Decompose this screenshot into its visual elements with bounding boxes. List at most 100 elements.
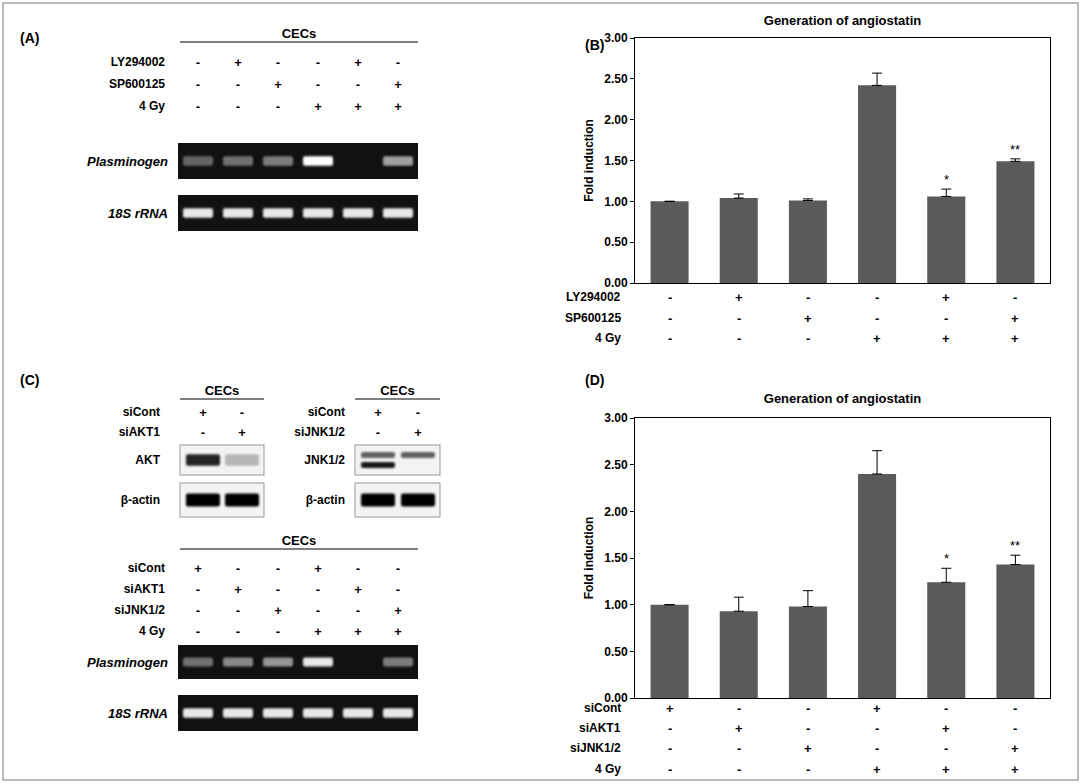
svg-text:-: - — [737, 701, 741, 716]
svg-text:-: - — [236, 624, 240, 639]
svg-text:+: + — [274, 603, 282, 618]
svg-text:+: + — [942, 331, 950, 345]
svg-text:-: - — [276, 561, 280, 576]
svg-text:siAKT1: siAKT1 — [579, 721, 621, 735]
svg-text:-: - — [196, 99, 200, 114]
svg-text:4 Gy: 4 Gy — [595, 331, 621, 345]
svg-text:+: + — [354, 55, 362, 70]
svg-text:-: - — [875, 721, 879, 736]
svg-text:0.50: 0.50 — [604, 645, 628, 659]
svg-text:2.50: 2.50 — [604, 458, 628, 472]
svg-text:-: - — [196, 624, 200, 639]
svg-text:+: + — [804, 741, 812, 756]
svg-text:-: - — [240, 405, 244, 420]
svg-text:+: + — [354, 99, 362, 114]
svg-text:-: - — [1013, 701, 1017, 716]
svg-text:+: + — [394, 603, 402, 618]
svg-text:+: + — [735, 290, 743, 305]
svg-text:CECs: CECs — [380, 383, 415, 398]
svg-text:Plasminogen: Plasminogen — [87, 154, 168, 169]
svg-text:-: - — [944, 741, 948, 756]
svg-text:+: + — [873, 331, 881, 345]
svg-text:+: + — [374, 405, 382, 420]
svg-text:-: - — [806, 762, 810, 777]
svg-text:-: - — [196, 77, 200, 92]
svg-text:(A): (A) — [20, 30, 39, 46]
svg-text:(C): (C) — [20, 372, 39, 388]
svg-text:-: - — [737, 762, 741, 777]
svg-text:+: + — [804, 311, 812, 326]
svg-text:-: - — [356, 603, 360, 618]
svg-text:-: - — [396, 582, 400, 597]
svg-text:siAKT1: siAKT1 — [124, 582, 166, 596]
svg-text:AKT: AKT — [135, 453, 160, 467]
svg-text:-: - — [396, 55, 400, 70]
svg-text:18S rRNA: 18S rRNA — [108, 206, 168, 221]
svg-text:siJNK1/2: siJNK1/2 — [114, 603, 165, 617]
svg-text:+: + — [234, 582, 242, 597]
svg-text:CECs: CECs — [282, 533, 317, 548]
svg-text:0.00: 0.00 — [604, 691, 628, 705]
svg-text:**: ** — [1010, 142, 1020, 157]
svg-text:2.00: 2.00 — [604, 113, 628, 127]
svg-text:-: - — [668, 721, 672, 736]
svg-text:+: + — [666, 701, 674, 716]
svg-text:+: + — [314, 99, 322, 114]
svg-text:-: - — [356, 561, 360, 576]
svg-text:siJNK1/2: siJNK1/2 — [570, 741, 621, 755]
svg-text:+: + — [274, 77, 282, 92]
svg-text:*: * — [944, 551, 949, 566]
svg-text:-: - — [668, 762, 672, 777]
svg-text:1.00: 1.00 — [604, 598, 628, 612]
svg-text:Generation of angiostatin: Generation of angiostatin — [764, 13, 922, 28]
svg-text:-: - — [316, 55, 320, 70]
svg-text:-: - — [668, 331, 672, 345]
svg-text:-: - — [1013, 290, 1017, 305]
svg-text:-: - — [236, 603, 240, 618]
svg-text:Generation of angiostatin: Generation of angiostatin — [764, 391, 922, 406]
svg-text:(D): (D) — [585, 372, 604, 388]
svg-text:1.50: 1.50 — [604, 154, 628, 168]
svg-text:SP600125: SP600125 — [109, 77, 165, 91]
svg-text:-: - — [396, 561, 400, 576]
svg-text:+: + — [942, 721, 950, 736]
svg-text:LY294002: LY294002 — [111, 55, 166, 69]
svg-text:(B): (B) — [585, 37, 604, 53]
svg-text:siCont: siCont — [128, 561, 165, 575]
svg-text:1.00: 1.00 — [604, 195, 628, 209]
svg-text:+: + — [314, 561, 322, 576]
svg-text:-: - — [806, 331, 810, 345]
svg-text:4 Gy: 4 Gy — [139, 624, 165, 638]
svg-text:-: - — [276, 99, 280, 114]
svg-text:3.00: 3.00 — [604, 411, 628, 425]
svg-text:-: - — [944, 311, 948, 326]
svg-text:-: - — [376, 425, 380, 440]
svg-text:+: + — [414, 425, 422, 440]
svg-text:-: - — [196, 582, 200, 597]
svg-text:-: - — [875, 741, 879, 756]
svg-text:CECs: CECs — [205, 383, 240, 398]
svg-text:β-actin: β-actin — [306, 493, 345, 507]
svg-text:-: - — [944, 701, 948, 716]
svg-text:-: - — [196, 55, 200, 70]
svg-text:+: + — [1011, 762, 1019, 777]
svg-text:-: - — [316, 582, 320, 597]
svg-text:1.50: 1.50 — [604, 551, 628, 565]
svg-text:JNK1/2: JNK1/2 — [304, 453, 345, 467]
svg-text:+: + — [1011, 331, 1019, 345]
svg-text:-: - — [236, 99, 240, 114]
svg-text:β-actin: β-actin — [121, 493, 160, 507]
svg-text:-: - — [236, 77, 240, 92]
svg-text:+: + — [942, 762, 950, 777]
svg-text:4 Gy: 4 Gy — [139, 99, 165, 113]
svg-text:-: - — [1013, 721, 1017, 736]
svg-text:-: - — [668, 311, 672, 326]
svg-text:-: - — [316, 77, 320, 92]
svg-text:-: - — [316, 603, 320, 618]
svg-text:-: - — [806, 721, 810, 736]
svg-text:-: - — [806, 290, 810, 305]
svg-text:-: - — [875, 290, 879, 305]
svg-text:2.00: 2.00 — [604, 505, 628, 519]
svg-text:+: + — [873, 762, 881, 777]
svg-text:siCont: siCont — [308, 405, 345, 419]
